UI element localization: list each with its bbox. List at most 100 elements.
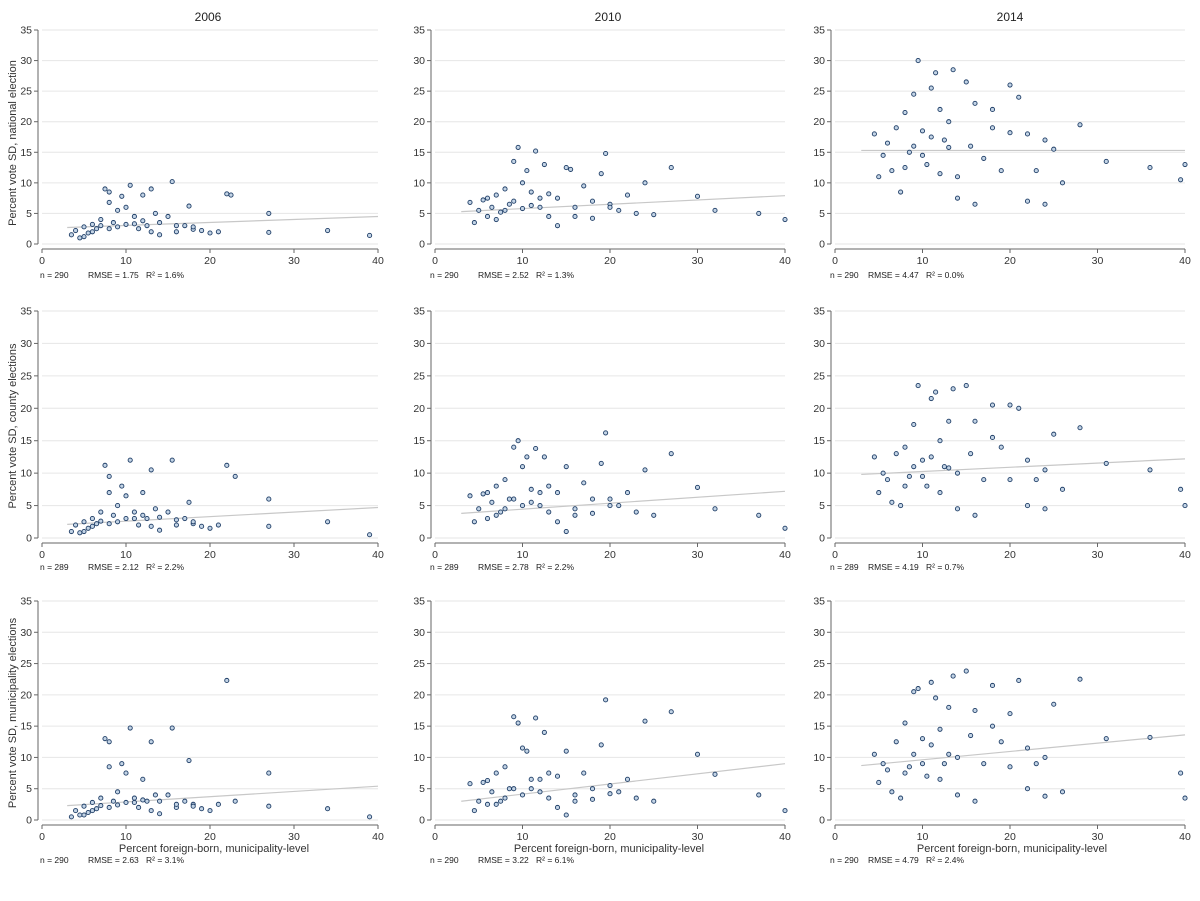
y-tick-label: 0 [819,533,825,545]
data-point [871,131,877,137]
data-point [81,224,87,230]
y-tick-label: 0 [419,815,425,827]
data-point [563,165,569,171]
stat-n: n = 290 [430,855,459,865]
data-point [144,798,150,804]
stat-n: n = 290 [830,270,859,280]
data-point [467,199,473,205]
data-point [106,473,112,479]
data-point [889,789,895,795]
data-point [554,223,561,229]
data-point [989,402,996,408]
panel-municipality-2010-plot: 0 5 10 15 20 25 30 35 0 10 20 30 40 Percent foreign-… [413,596,791,866]
data-point [554,804,561,811]
data-point [554,195,561,201]
data-point [1042,137,1048,143]
data-point [946,119,952,125]
data-point [928,742,934,748]
data-point [106,199,112,205]
data-point [928,396,934,402]
y-tick-label: 0 [26,533,32,545]
fit-line [461,490,786,514]
data-point [106,804,112,811]
data-point [140,490,146,496]
data-point [131,515,137,522]
data-point [519,745,526,751]
data-point [633,795,639,801]
panel-national-2006: 2006 Percent vote SD, national election … [0,0,400,293]
x-tick-label: 0 [39,255,45,267]
data-point [898,795,904,801]
data-point [493,512,499,518]
data-point [972,707,978,714]
data-point [950,386,956,392]
data-point [998,444,1004,450]
data-point [73,227,79,234]
data-point [186,758,192,764]
data-point [148,523,154,529]
fit-line [861,734,1186,767]
data-point [937,490,943,496]
data-point [98,803,104,809]
data-point [224,462,230,468]
x-tick-label: 0 [39,549,45,561]
x-tick-label: 20 [1004,831,1016,843]
x-tick-label: 0 [432,255,438,267]
data-point [946,704,952,710]
data-point [1016,94,1022,100]
data-point [651,512,657,518]
data-point [148,808,154,814]
data-point [616,503,622,509]
data-point [519,503,526,509]
data-point [607,496,613,502]
stat-rmse: RMSE = 2.12 [88,562,139,572]
data-point [102,462,108,468]
data-point [972,512,978,518]
data-point [533,445,539,452]
data-point [186,203,192,209]
data-point [893,125,899,131]
stat-rmse: RMSE = 4.19 [868,562,919,572]
y-tick-label: 35 [813,596,825,608]
data-point [1033,477,1039,483]
y-tick-label: 20 [20,689,32,701]
data-point [148,467,154,473]
data-point [589,796,596,802]
data-point [624,776,631,782]
x-tick-label: 30 [1092,549,1104,561]
data-point [131,509,137,515]
data-point [182,515,188,522]
y-tick-label: 20 [413,116,425,128]
y-tick-label: 30 [413,55,425,67]
data-point [165,509,171,515]
y-tick-label: 5 [26,783,32,795]
data-point [607,204,613,210]
y-tick-label: 20 [413,403,425,415]
data-point [998,168,1004,174]
data-point [519,792,526,798]
data-point [541,729,547,735]
data-point [937,438,943,444]
data-point [85,230,91,236]
data-point [603,150,609,157]
data-point [506,201,512,207]
data-point [972,201,978,207]
data-point [712,771,718,777]
data-point [954,470,961,476]
data-point [98,795,104,801]
data-point [563,812,569,818]
data-point [89,799,95,806]
data-point [919,152,926,158]
data-point [165,792,171,798]
data-point [140,797,146,803]
data-point [911,689,917,695]
data-point [668,709,674,715]
data-point [511,714,517,720]
panel-municipality-2006-plot: Percent vote SD, municipality elections … [7,596,384,866]
data-point [1033,761,1039,767]
fit-line [461,763,786,802]
x-tick-label: 20 [1004,255,1016,267]
data-point [880,470,886,476]
y-tick-label: 30 [813,55,825,67]
data-point [898,189,904,195]
